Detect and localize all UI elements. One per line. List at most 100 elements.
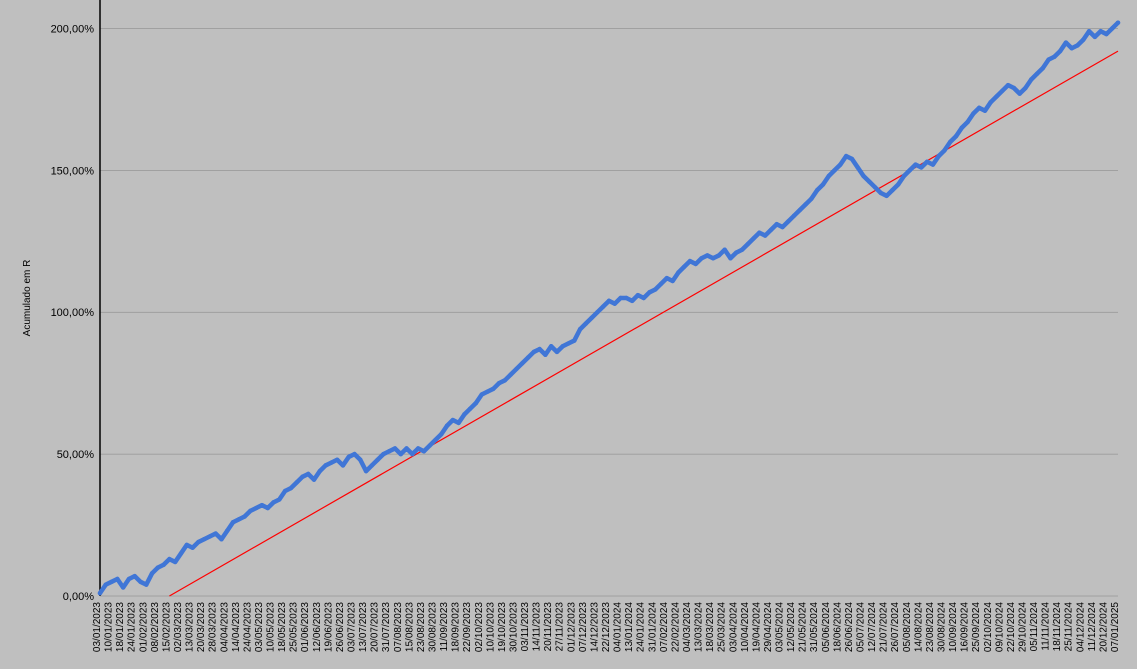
y-tick-label: 100,00% (51, 307, 95, 319)
chart-container: 0,00%50,00%100,00%150,00%200,00%Acumulad… (0, 0, 1137, 669)
data-point (381, 452, 385, 456)
x-tick-label: 14/11/2023 (532, 602, 543, 652)
data-point (1006, 83, 1010, 87)
data-point (156, 565, 160, 569)
data-point (694, 262, 698, 266)
data-point (722, 248, 726, 252)
x-tick-label: 03/07/2023 (347, 602, 358, 652)
data-point (277, 497, 281, 501)
x-tick-label: 04/12/2024 (1075, 602, 1086, 652)
data-point (1075, 43, 1079, 47)
x-tick-label: 23/08/2023 (416, 602, 427, 652)
data-point (364, 469, 368, 473)
data-point (144, 582, 148, 586)
data-point (1070, 46, 1074, 50)
x-tick-label: 03/11/2023 (520, 602, 531, 652)
data-point (792, 213, 796, 217)
x-tick-label: 07/08/2023 (393, 602, 404, 652)
data-point (884, 194, 888, 198)
x-tick-label: 10/05/2023 (266, 602, 277, 652)
x-tick-label: 07/01/2025 (1110, 602, 1121, 652)
data-point (786, 219, 790, 223)
x-tick-label: 04/01/2024 (613, 602, 624, 652)
data-point (925, 160, 929, 164)
x-tick-label: 10/10/2023 (485, 602, 496, 652)
x-tick-label: 13/03/2023 (185, 602, 196, 652)
data-point (370, 463, 374, 467)
x-tick-label: 16/09/2024 (960, 602, 971, 652)
data-point (115, 577, 119, 581)
data-point (318, 469, 322, 473)
data-point (798, 208, 802, 212)
x-tick-label: 13/03/2024 (694, 602, 705, 652)
y-tick-label: 0,00% (63, 591, 94, 603)
data-point (1058, 49, 1062, 53)
data-point (161, 563, 165, 567)
data-point (196, 540, 200, 544)
x-tick-label: 26/06/2023 (335, 602, 346, 652)
x-tick-label: 31/01/2024 (647, 602, 658, 652)
x-tick-label: 11/12/2024 (1087, 602, 1098, 652)
data-point (965, 120, 969, 124)
data-point (433, 438, 437, 442)
data-point (427, 443, 431, 447)
data-point (809, 196, 813, 200)
x-tick-label: 13/07/2023 (358, 602, 369, 652)
data-point (1110, 26, 1114, 30)
x-tick-label: 22/12/2023 (601, 602, 612, 652)
data-point (1023, 86, 1027, 90)
x-tick-label: 25/03/2024 (717, 602, 728, 652)
x-tick-label: 12/06/2023 (312, 602, 323, 652)
data-point (1064, 40, 1068, 44)
data-point (456, 421, 460, 425)
data-point (399, 452, 403, 456)
x-tick-label: 18/01/2023 (115, 602, 126, 652)
data-point (185, 543, 189, 547)
data-point (919, 165, 923, 169)
data-point (566, 341, 570, 345)
data-point (1041, 66, 1045, 70)
x-tick-label: 05/11/2024 (1029, 602, 1040, 652)
x-tick-label: 04/03/2024 (682, 602, 693, 652)
data-point (445, 424, 449, 428)
data-point (190, 546, 194, 550)
data-point (850, 157, 854, 161)
data-point (584, 321, 588, 325)
x-tick-label: 30/08/2023 (427, 602, 438, 652)
x-tick-label: 03/05/2023 (254, 602, 265, 652)
data-point (647, 290, 651, 294)
data-point (266, 506, 270, 510)
data-point (856, 165, 860, 169)
data-point (618, 296, 622, 300)
x-tick-label: 23/08/2024 (925, 602, 936, 652)
x-tick-label: 03/05/2024 (775, 602, 786, 652)
x-tick-label: 29/04/2024 (763, 602, 774, 652)
x-tick-label: 05/07/2024 (856, 602, 867, 652)
x-tick-label: 26/06/2024 (844, 602, 855, 652)
data-point (98, 591, 102, 595)
data-point (237, 517, 241, 521)
x-tick-label: 02/03/2023 (173, 602, 184, 652)
x-tick-label: 05/08/2024 (902, 602, 913, 652)
data-point (248, 509, 252, 513)
y-tick-label: 150,00% (51, 165, 95, 177)
data-point (179, 551, 183, 555)
data-point (873, 185, 877, 189)
data-point (717, 253, 721, 257)
data-point (948, 140, 952, 144)
data-point (138, 580, 142, 584)
data-point (242, 514, 246, 518)
data-point (838, 162, 842, 166)
y-tick-label: 200,00% (51, 23, 95, 35)
data-point (451, 418, 455, 422)
data-point (219, 537, 223, 541)
data-point (832, 168, 836, 172)
x-tick-label: 30/08/2024 (936, 602, 947, 652)
data-point (913, 162, 917, 166)
chart-background (0, 0, 1137, 669)
data-point (653, 287, 657, 291)
x-tick-label: 10/09/2024 (948, 602, 959, 652)
data-point (971, 111, 975, 115)
data-point (231, 520, 235, 524)
data-point (300, 475, 304, 479)
